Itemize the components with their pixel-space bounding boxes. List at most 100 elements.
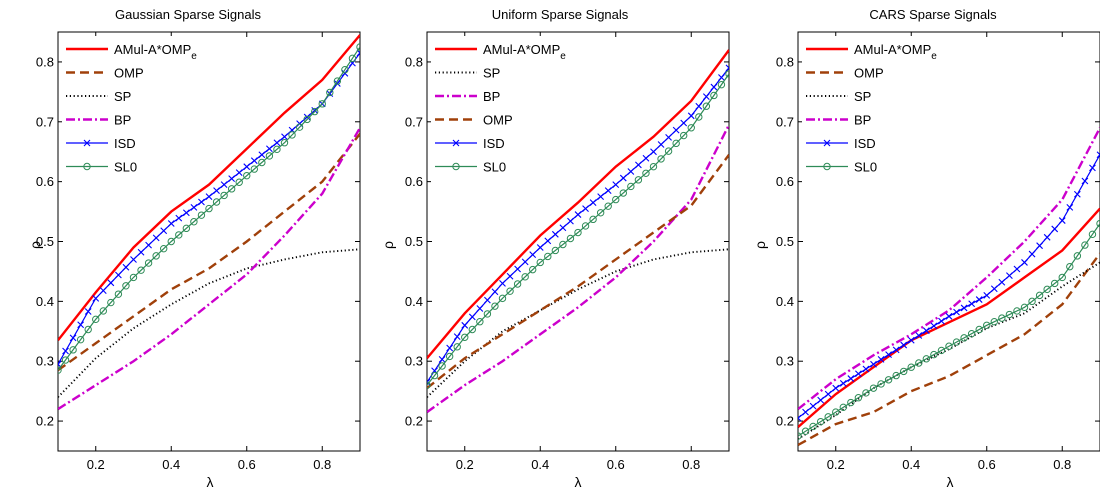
cars-title: CARS Sparse Signals (869, 7, 997, 22)
gaussian-series-isd-marker (235, 169, 243, 177)
uniform-series-isd-marker (725, 64, 729, 72)
uniform-legend-omp-label: OMP (483, 113, 513, 128)
uniform-series-sl0-marker (453, 343, 461, 351)
cars-y-tick-label: 0.5 (776, 234, 794, 249)
gaussian-series-sl0-marker (58, 366, 62, 374)
gaussian-x-tick-label: 0.4 (162, 457, 180, 472)
cars-series-isd-marker (1096, 151, 1100, 159)
uniform-series-sl0-marker (491, 302, 499, 310)
uniform-series-isd-marker (499, 280, 506, 287)
uniform-legend-bp-label: BP (483, 89, 500, 104)
gaussian-series-isd-marker (84, 308, 92, 315)
gaussian-series-sl0-marker (220, 191, 228, 200)
gaussian-series-sl0-marker (341, 66, 349, 74)
cars-series-sl0-marker (990, 318, 998, 326)
cars-series-isd-marker (983, 291, 991, 299)
uniform-series-isd-marker (536, 244, 544, 251)
uniform-series-isd-marker (521, 258, 529, 266)
cars-series-sl0-marker (854, 394, 863, 402)
uniform-y-tick-label: 0.6 (405, 174, 423, 189)
cars-legend-sp-label: SP (854, 89, 871, 104)
gaussian-series-isd-marker (250, 157, 258, 165)
uniform-legend-sl0-label: SL0 (483, 160, 506, 175)
gaussian-series-sl0-marker (235, 178, 243, 186)
uniform-series-sl0-marker (634, 176, 643, 184)
uniform-series-isd-marker (597, 193, 605, 200)
gaussian-series-isd-marker (175, 214, 183, 222)
gaussian-series-omp-line (58, 133, 360, 372)
gaussian-series-sl0-marker (92, 315, 100, 324)
cars-series-isd-marker (798, 414, 802, 422)
cars-series-isd-marker (900, 341, 908, 349)
cars-series-sl0-marker (1081, 241, 1089, 249)
cars-series-sl0-marker (1051, 279, 1059, 288)
gaussian-series-sl0-marker (122, 282, 130, 290)
cars-series-sl0-marker (960, 334, 968, 342)
uniform-legend-box (431, 36, 549, 183)
cars-series-isd-marker (1013, 265, 1021, 273)
cars-series-sl0-marker (801, 427, 810, 435)
gaussian-series-sl0-marker (99, 307, 108, 315)
gaussian-series-sl0-marker (167, 237, 175, 246)
uniform-series-sl0-marker (483, 310, 492, 318)
uniform-series-isd-marker (551, 230, 559, 238)
cars-series-isd-marker (877, 356, 885, 363)
uniform-legend-sl0-swatch-marker (452, 162, 460, 171)
uniform-y-tick-label: 0.3 (405, 354, 423, 369)
gaussian-series-isd-marker (198, 198, 205, 206)
cars-series-sl0-marker (930, 350, 938, 359)
gaussian-series-isd-marker (92, 294, 100, 302)
gaussian-y-tick-label: 0.8 (36, 54, 54, 69)
uniform-series-sl0-marker (627, 182, 635, 191)
gaussian-x-tick-label: 0.8 (313, 457, 331, 472)
gaussian-series-sl0-marker (348, 54, 357, 63)
gaussian-series-isd-marker (58, 360, 62, 368)
uniform-x-tick-label: 0.6 (607, 457, 625, 472)
uniform-y-tick-label: 0.4 (405, 294, 423, 309)
cars-series-sl0-marker (952, 338, 961, 346)
gaussian-series-bp-line (58, 127, 360, 411)
cars-series-isd-marker (907, 336, 915, 344)
gaussian-y-tick-label: 0.5 (36, 234, 54, 249)
uniform-y-tick-label: 0.5 (405, 234, 423, 249)
gaussian-series-sl0-marker (303, 115, 311, 124)
gaussian-series-isd-marker (303, 113, 311, 121)
gaussian-series-isd-marker (145, 241, 152, 249)
gaussian-series-sl0-marker (258, 158, 266, 167)
gaussian-series-isd-marker (266, 145, 273, 153)
gaussian-series-sl0-marker (152, 252, 160, 260)
uniform-series-sl0-marker (657, 155, 665, 163)
uniform-series-sl0-marker (717, 80, 726, 89)
cars-series-isd-marker (938, 317, 945, 325)
cars-series-isd-marker (990, 285, 998, 293)
uniform-series-isd-marker (453, 333, 461, 341)
uniform-series-sl0-marker (551, 246, 560, 255)
cars-series-sl0-marker (839, 403, 847, 412)
cars-series-isd-marker (1058, 217, 1066, 224)
uniform-series-group (427, 49, 729, 414)
gaussian-series-sl0-marker (190, 218, 198, 226)
cars-series-isd-marker (862, 365, 870, 373)
uniform-series-sl0-marker (725, 70, 729, 78)
uniform-x-tick-label: 0.8 (682, 457, 700, 472)
cars-series-sl0-marker (809, 422, 817, 431)
cars-y-tick-label: 0.8 (776, 54, 794, 69)
gaussian-legend-bp-label: BP (114, 113, 131, 128)
uniform-series-isd-marker (695, 102, 703, 110)
uniform-series-isd-marker (672, 126, 680, 134)
gaussian-series-sl0-marker (197, 211, 206, 219)
cars-series-sl0-marker (824, 413, 832, 421)
cars-series-isd-marker (975, 296, 983, 303)
uniform-series-sl0-marker (695, 113, 703, 121)
uniform-series-sl0-marker (461, 333, 469, 341)
gaussian-series-sl0-marker (280, 139, 289, 147)
gaussian-series-sl0-marker (265, 152, 274, 160)
cars-y-tick-label: 0.2 (776, 414, 794, 429)
cars-series-sl0-marker (847, 398, 855, 407)
gaussian-series-isd-marker (137, 248, 145, 256)
gaussian-series-sl0-marker (243, 171, 251, 180)
cars-series-isd-marker (1081, 177, 1089, 185)
gaussian-series-isd-marker (77, 321, 85, 329)
uniform-series-sl0-marker (513, 280, 522, 288)
